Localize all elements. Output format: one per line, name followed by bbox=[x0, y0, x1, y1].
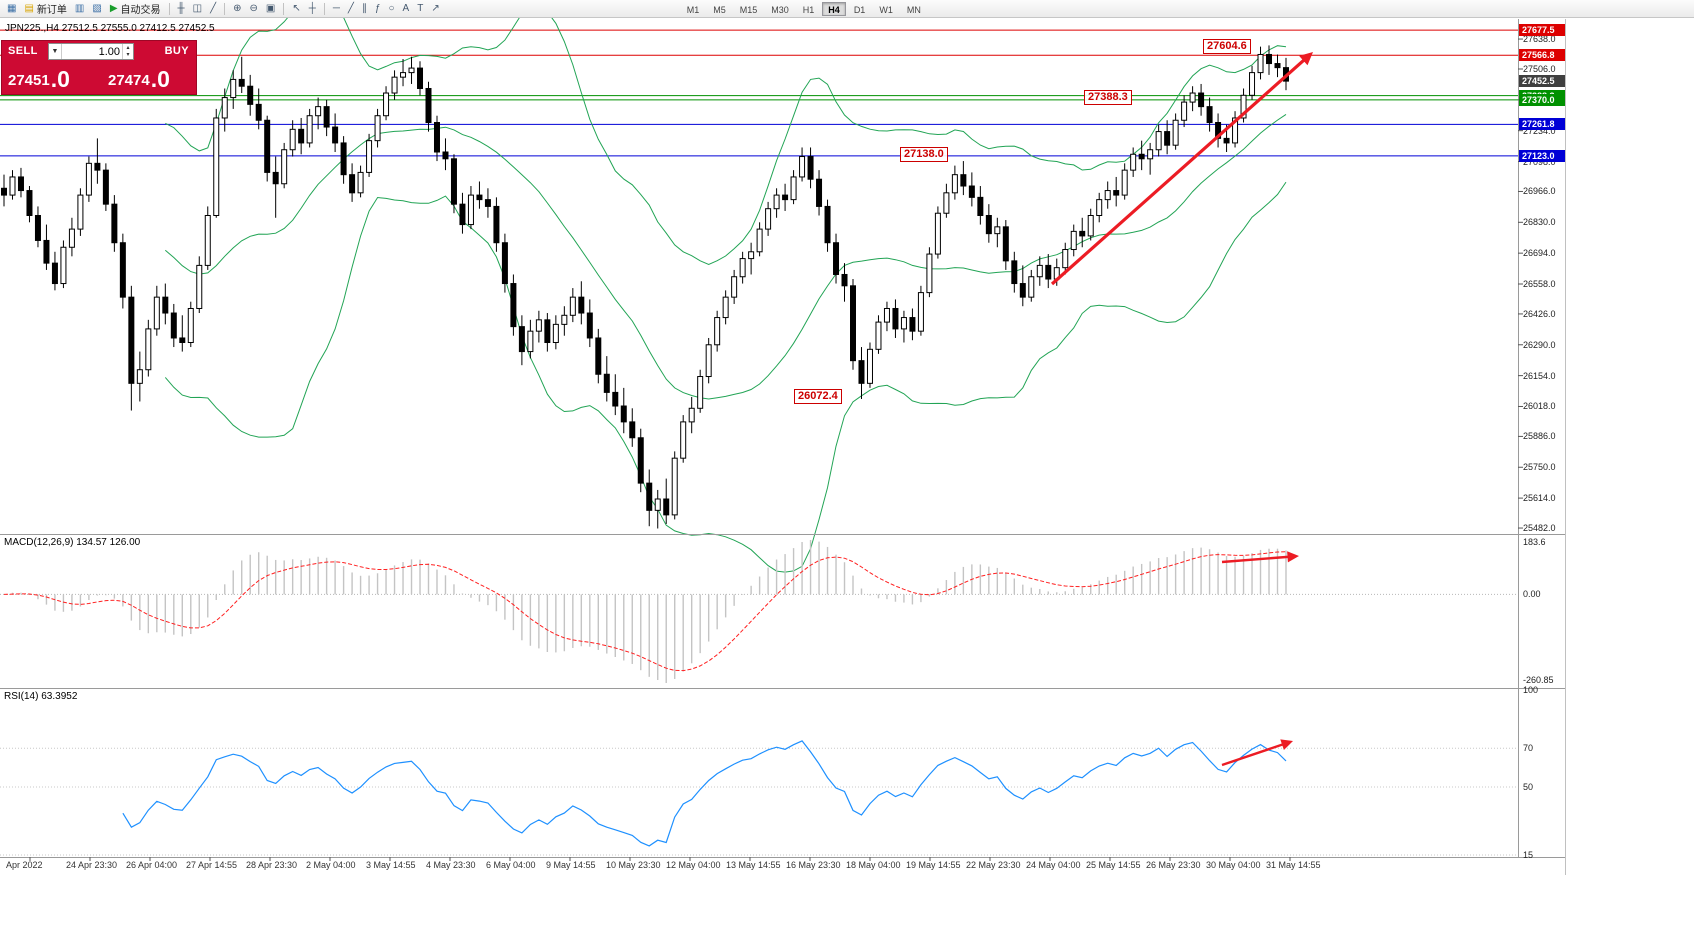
arrow-tool-icon: ↗ bbox=[431, 2, 440, 14]
sell-price[interactable]: 27451.0 bbox=[8, 66, 70, 92]
tile-windows-button[interactable]: ▣ bbox=[262, 1, 279, 17]
timeframe-w1[interactable]: W1 bbox=[879, 4, 893, 15]
new-chart-button[interactable]: ▦ bbox=[3, 1, 20, 17]
horizontal-line-icon: ─ bbox=[332, 2, 340, 14]
candlestick-chart-button[interactable]: ◫ bbox=[189, 1, 206, 17]
timeframe-m30[interactable]: M30 bbox=[771, 4, 789, 15]
timeframe-toolbar: M1 M5 M15 M30 H1 H4 D1 W1 MN bbox=[680, 0, 928, 17]
bar-chart-button[interactable]: ╫ bbox=[174, 1, 189, 17]
toolbar-group: ↖ ┼ bbox=[288, 0, 319, 17]
zoom-in-icon: ⊕ bbox=[233, 2, 242, 14]
buy-price-main: 27474 bbox=[108, 72, 150, 89]
volume-down-icon[interactable]: ▾ bbox=[126, 51, 130, 58]
new-order-label: 新订单 bbox=[36, 5, 67, 16]
new-order-icon: ▤ bbox=[24, 2, 34, 14]
line-chart-icon: ╱ bbox=[210, 2, 217, 14]
sell-price-frac: .0 bbox=[50, 66, 70, 92]
channel-button[interactable]: ∥ bbox=[358, 1, 371, 17]
fibonacci-button[interactable]: ƒ bbox=[371, 1, 385, 17]
auto-trading-label: 自动交易 bbox=[120, 5, 161, 16]
toolbar-groups: ▦ ▤ 新订单 ▥ ▧ ▶ 自动交易 ╫ ◫ ╱ ⊕ ⊖ ▣ ↖ ┼ ─ ╱ ∥ ƒ ○ A T ↗ M1 M5 M15 M30 H1… bbox=[3, 0, 1691, 17]
buy-button[interactable]: BUY bbox=[164, 45, 189, 57]
trendline-button[interactable]: ╱ bbox=[344, 1, 358, 17]
buy-price-frac: .0 bbox=[150, 66, 170, 92]
sell-price-main: 27451 bbox=[8, 72, 50, 89]
volume-up-icon[interactable]: ▴ bbox=[126, 44, 130, 51]
text-label-icon: T bbox=[417, 2, 424, 14]
zoom-out-icon: ⊖ bbox=[249, 2, 258, 14]
new-order-button[interactable]: ▤ 新订单 bbox=[20, 1, 70, 17]
one-click-trading-widget: SELL ▼ ▴▾ BUY 27451.0 27474.0 bbox=[1, 40, 197, 95]
market-watch-button[interactable]: ▥ bbox=[71, 1, 88, 17]
auto-trading-button[interactable]: ▶ 自动交易 bbox=[106, 1, 165, 17]
crosshair-icon: ┼ bbox=[308, 2, 316, 14]
cursor-icon: ↖ bbox=[292, 2, 301, 14]
channel-icon: ∥ bbox=[361, 2, 367, 14]
line-chart-button[interactable]: ╱ bbox=[206, 1, 220, 17]
timeframe-m1[interactable]: M1 bbox=[686, 4, 700, 15]
fibonacci-icon: ƒ bbox=[374, 2, 381, 14]
timeframe-m15[interactable]: M15 bbox=[739, 4, 758, 15]
toolbar-separator bbox=[168, 2, 170, 15]
text-button[interactable]: A bbox=[399, 1, 414, 17]
buy-price[interactable]: 27474.0 bbox=[108, 66, 170, 92]
navigator-icon: ▧ bbox=[92, 2, 102, 14]
timeframe-h1[interactable]: H1 bbox=[802, 4, 815, 15]
timeframe-mn[interactable]: MN bbox=[906, 4, 921, 15]
timeframe-d1[interactable]: D1 bbox=[853, 4, 866, 15]
chart-symbol-ohlc: JPN225.,H4 27512.5 27555.0 27412.5 27452… bbox=[5, 23, 215, 34]
volume-dropdown-icon[interactable]: ▼ bbox=[49, 44, 62, 59]
auto-trading-icon: ▶ bbox=[109, 2, 118, 14]
toolbar-group: ⊕ ⊖ ▣ bbox=[229, 0, 279, 17]
toolbar: ▦ ▤ 新订单 ▥ ▧ ▶ 自动交易 ╫ ◫ ╱ ⊕ ⊖ ▣ ↖ ┼ ─ ╱ ∥ ƒ ○ A T ↗ M1 M5 M15 M30 H1… bbox=[0, 0, 1694, 18]
arrow-tool-button[interactable]: ↗ bbox=[427, 1, 443, 17]
toolbar-separator bbox=[224, 2, 226, 15]
navigator-button[interactable]: ▧ bbox=[88, 1, 105, 17]
volume-spinner[interactable]: ▴ ▾ bbox=[122, 44, 133, 59]
bar-chart-icon: ╫ bbox=[177, 2, 185, 14]
toolbar-group: ╫ ◫ ╱ bbox=[174, 0, 221, 17]
text-label-button[interactable]: T bbox=[413, 1, 427, 17]
toolbar-group: ─ ╱ ∥ ƒ ○ A T ↗ bbox=[329, 0, 444, 17]
new-chart-icon: ▦ bbox=[7, 2, 17, 14]
shapes-button[interactable]: ○ bbox=[385, 1, 399, 17]
toolbar-group: ▦ ▤ 新订单 ▥ ▧ ▶ 自动交易 bbox=[3, 0, 165, 17]
tile-windows-icon: ▣ bbox=[265, 2, 276, 14]
text-icon: A bbox=[402, 2, 410, 14]
macd-indicator-label: MACD(12,26,9) 134.57 126.00 bbox=[4, 537, 141, 548]
volume-input[interactable] bbox=[62, 44, 122, 59]
volume-control: ▼ ▴▾ bbox=[48, 43, 134, 60]
horizontal-line-button[interactable]: ─ bbox=[329, 1, 344, 17]
market-watch-icon: ▥ bbox=[74, 2, 85, 14]
timeframe-h4[interactable]: H4 bbox=[822, 1, 846, 16]
toolbar-separator bbox=[283, 2, 285, 15]
toolbar-separator bbox=[323, 2, 325, 15]
trendline-icon: ╱ bbox=[347, 2, 354, 14]
timeframe-m5[interactable]: M5 bbox=[713, 4, 726, 15]
cursor-button[interactable]: ↖ bbox=[288, 1, 304, 17]
rsi-indicator-label: RSI(14) 63.3952 bbox=[4, 691, 78, 702]
shapes-icon: ○ bbox=[388, 2, 395, 14]
zoom-in-button[interactable]: ⊕ bbox=[229, 1, 245, 17]
zoom-out-button[interactable]: ⊖ bbox=[245, 1, 261, 17]
crosshair-button[interactable]: ┼ bbox=[305, 1, 320, 17]
candlestick-chart-icon: ◫ bbox=[192, 2, 203, 14]
sell-button[interactable]: SELL bbox=[8, 45, 38, 57]
